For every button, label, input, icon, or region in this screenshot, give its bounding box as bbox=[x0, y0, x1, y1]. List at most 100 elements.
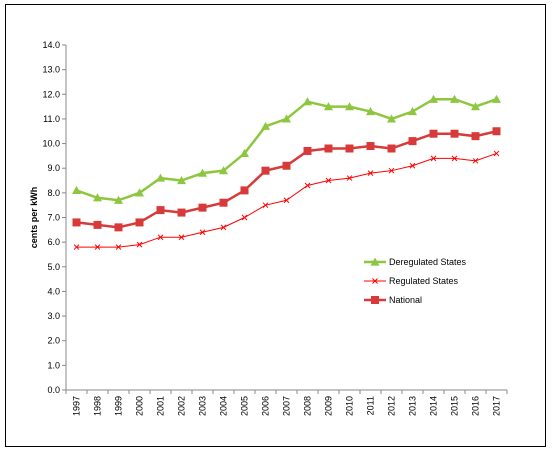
legend-entry: Deregulated States bbox=[364, 257, 467, 267]
y-tick-label: 2.0 bbox=[47, 336, 60, 346]
data-point bbox=[156, 206, 165, 215]
legend-label: Deregulated States bbox=[389, 257, 467, 267]
x-tick-label: 2003 bbox=[198, 396, 208, 416]
data-point bbox=[371, 296, 379, 304]
legend-label: National bbox=[389, 295, 422, 305]
x-tick-label: 2008 bbox=[303, 396, 313, 416]
y-tick-label: 14.0 bbox=[42, 40, 60, 50]
y-tick-label: 8.0 bbox=[47, 188, 60, 198]
data-point bbox=[409, 162, 416, 169]
data-point bbox=[115, 244, 122, 250]
series-x bbox=[73, 150, 500, 250]
data-point bbox=[429, 94, 438, 103]
data-point bbox=[261, 121, 270, 130]
data-point bbox=[408, 137, 417, 146]
y-tick-label: 0.0 bbox=[47, 385, 60, 395]
data-point bbox=[283, 197, 290, 204]
x-tick-label: 2009 bbox=[324, 396, 334, 416]
data-point bbox=[198, 203, 207, 212]
data-point bbox=[372, 278, 378, 284]
x-tick-label: 2005 bbox=[240, 396, 250, 416]
data-point bbox=[261, 166, 270, 175]
data-point bbox=[493, 150, 500, 157]
x-tick-label: 1999 bbox=[114, 396, 124, 416]
data-point bbox=[472, 157, 479, 164]
y-tick-label: 13.0 bbox=[42, 65, 60, 75]
data-point bbox=[240, 186, 249, 195]
x-tick-label: 2010 bbox=[345, 396, 355, 416]
series-square bbox=[72, 127, 501, 232]
x-tick-label: 2017 bbox=[492, 396, 502, 416]
data-point bbox=[72, 218, 81, 227]
data-point bbox=[387, 144, 396, 153]
legend: Deregulated States Regulated States Nation… bbox=[364, 257, 467, 305]
data-point bbox=[262, 202, 269, 209]
data-point bbox=[219, 198, 228, 207]
data-point bbox=[241, 214, 248, 221]
data-point bbox=[346, 175, 353, 181]
data-point bbox=[430, 155, 437, 162]
x-tick-label: 2011 bbox=[366, 396, 376, 415]
x-tick-label: 2006 bbox=[261, 396, 271, 416]
data-point bbox=[157, 234, 164, 241]
data-point bbox=[73, 244, 80, 250]
x-tick-label: 2004 bbox=[219, 396, 229, 416]
data-point bbox=[471, 132, 480, 141]
x-tick-label: 2000 bbox=[135, 396, 145, 416]
data-point bbox=[408, 107, 417, 116]
y-axis-label: cents per kWh bbox=[29, 187, 39, 249]
data-point bbox=[388, 167, 395, 174]
x-tick-label: 2012 bbox=[387, 396, 397, 416]
data-point bbox=[135, 188, 144, 197]
data-point bbox=[325, 177, 332, 184]
data-point bbox=[93, 220, 102, 229]
x-tick-label: 2014 bbox=[429, 396, 439, 416]
series-triangle bbox=[72, 94, 501, 204]
data-point bbox=[177, 208, 186, 217]
y-tick-label: 5.0 bbox=[47, 262, 60, 272]
data-point bbox=[240, 148, 249, 158]
data-point bbox=[367, 170, 374, 176]
data-point bbox=[451, 155, 458, 162]
data-point bbox=[324, 102, 333, 111]
y-tick-label: 12.0 bbox=[42, 89, 60, 99]
data-point bbox=[324, 144, 333, 153]
data-point bbox=[366, 142, 375, 151]
data-point bbox=[345, 102, 354, 111]
data-point bbox=[303, 97, 312, 106]
y-tick-label: 10.0 bbox=[42, 139, 60, 149]
data-point bbox=[492, 127, 501, 136]
legend-entry: National bbox=[364, 295, 422, 305]
series-layer bbox=[72, 94, 501, 250]
legend-label: Regulated States bbox=[389, 276, 459, 286]
y-tick-label: 4.0 bbox=[47, 286, 60, 296]
data-point bbox=[492, 94, 501, 103]
y-tick-label: 11.0 bbox=[43, 114, 60, 124]
data-point bbox=[136, 241, 143, 248]
data-point bbox=[94, 244, 101, 250]
legend-entry: Regulated States bbox=[364, 276, 459, 286]
y-axis-ticks: 0.0 1.0 2.0 3.0 4.0 5.0 6.0 7.0 8.0 9.0 10.0 11.0 12… bbox=[42, 40, 66, 395]
data-point bbox=[282, 114, 291, 123]
x-tick-label: 2007 bbox=[282, 396, 292, 416]
data-point bbox=[450, 94, 459, 103]
data-point bbox=[366, 107, 375, 116]
data-point bbox=[387, 114, 396, 123]
y-tick-label: 6.0 bbox=[47, 237, 60, 247]
data-point bbox=[114, 195, 123, 204]
data-point bbox=[303, 146, 312, 155]
series-line bbox=[76, 97, 497, 202]
axes bbox=[65, 45, 507, 391]
x-tick-label: 2013 bbox=[408, 396, 418, 416]
x-axis-ticks: 1997 1998 1999 2000 2001 2002 2003 2004 2005 2006… bbox=[65, 390, 508, 416]
data-point bbox=[114, 223, 123, 232]
data-point bbox=[93, 193, 102, 202]
data-point bbox=[156, 173, 165, 182]
y-tick-label: 1.0 bbox=[47, 360, 60, 370]
y-tick-label: 3.0 bbox=[47, 311, 60, 321]
x-tick-label: 2001 bbox=[156, 396, 166, 416]
data-point bbox=[304, 182, 311, 189]
y-tick-label: 9.0 bbox=[47, 163, 60, 173]
data-point bbox=[471, 102, 480, 111]
